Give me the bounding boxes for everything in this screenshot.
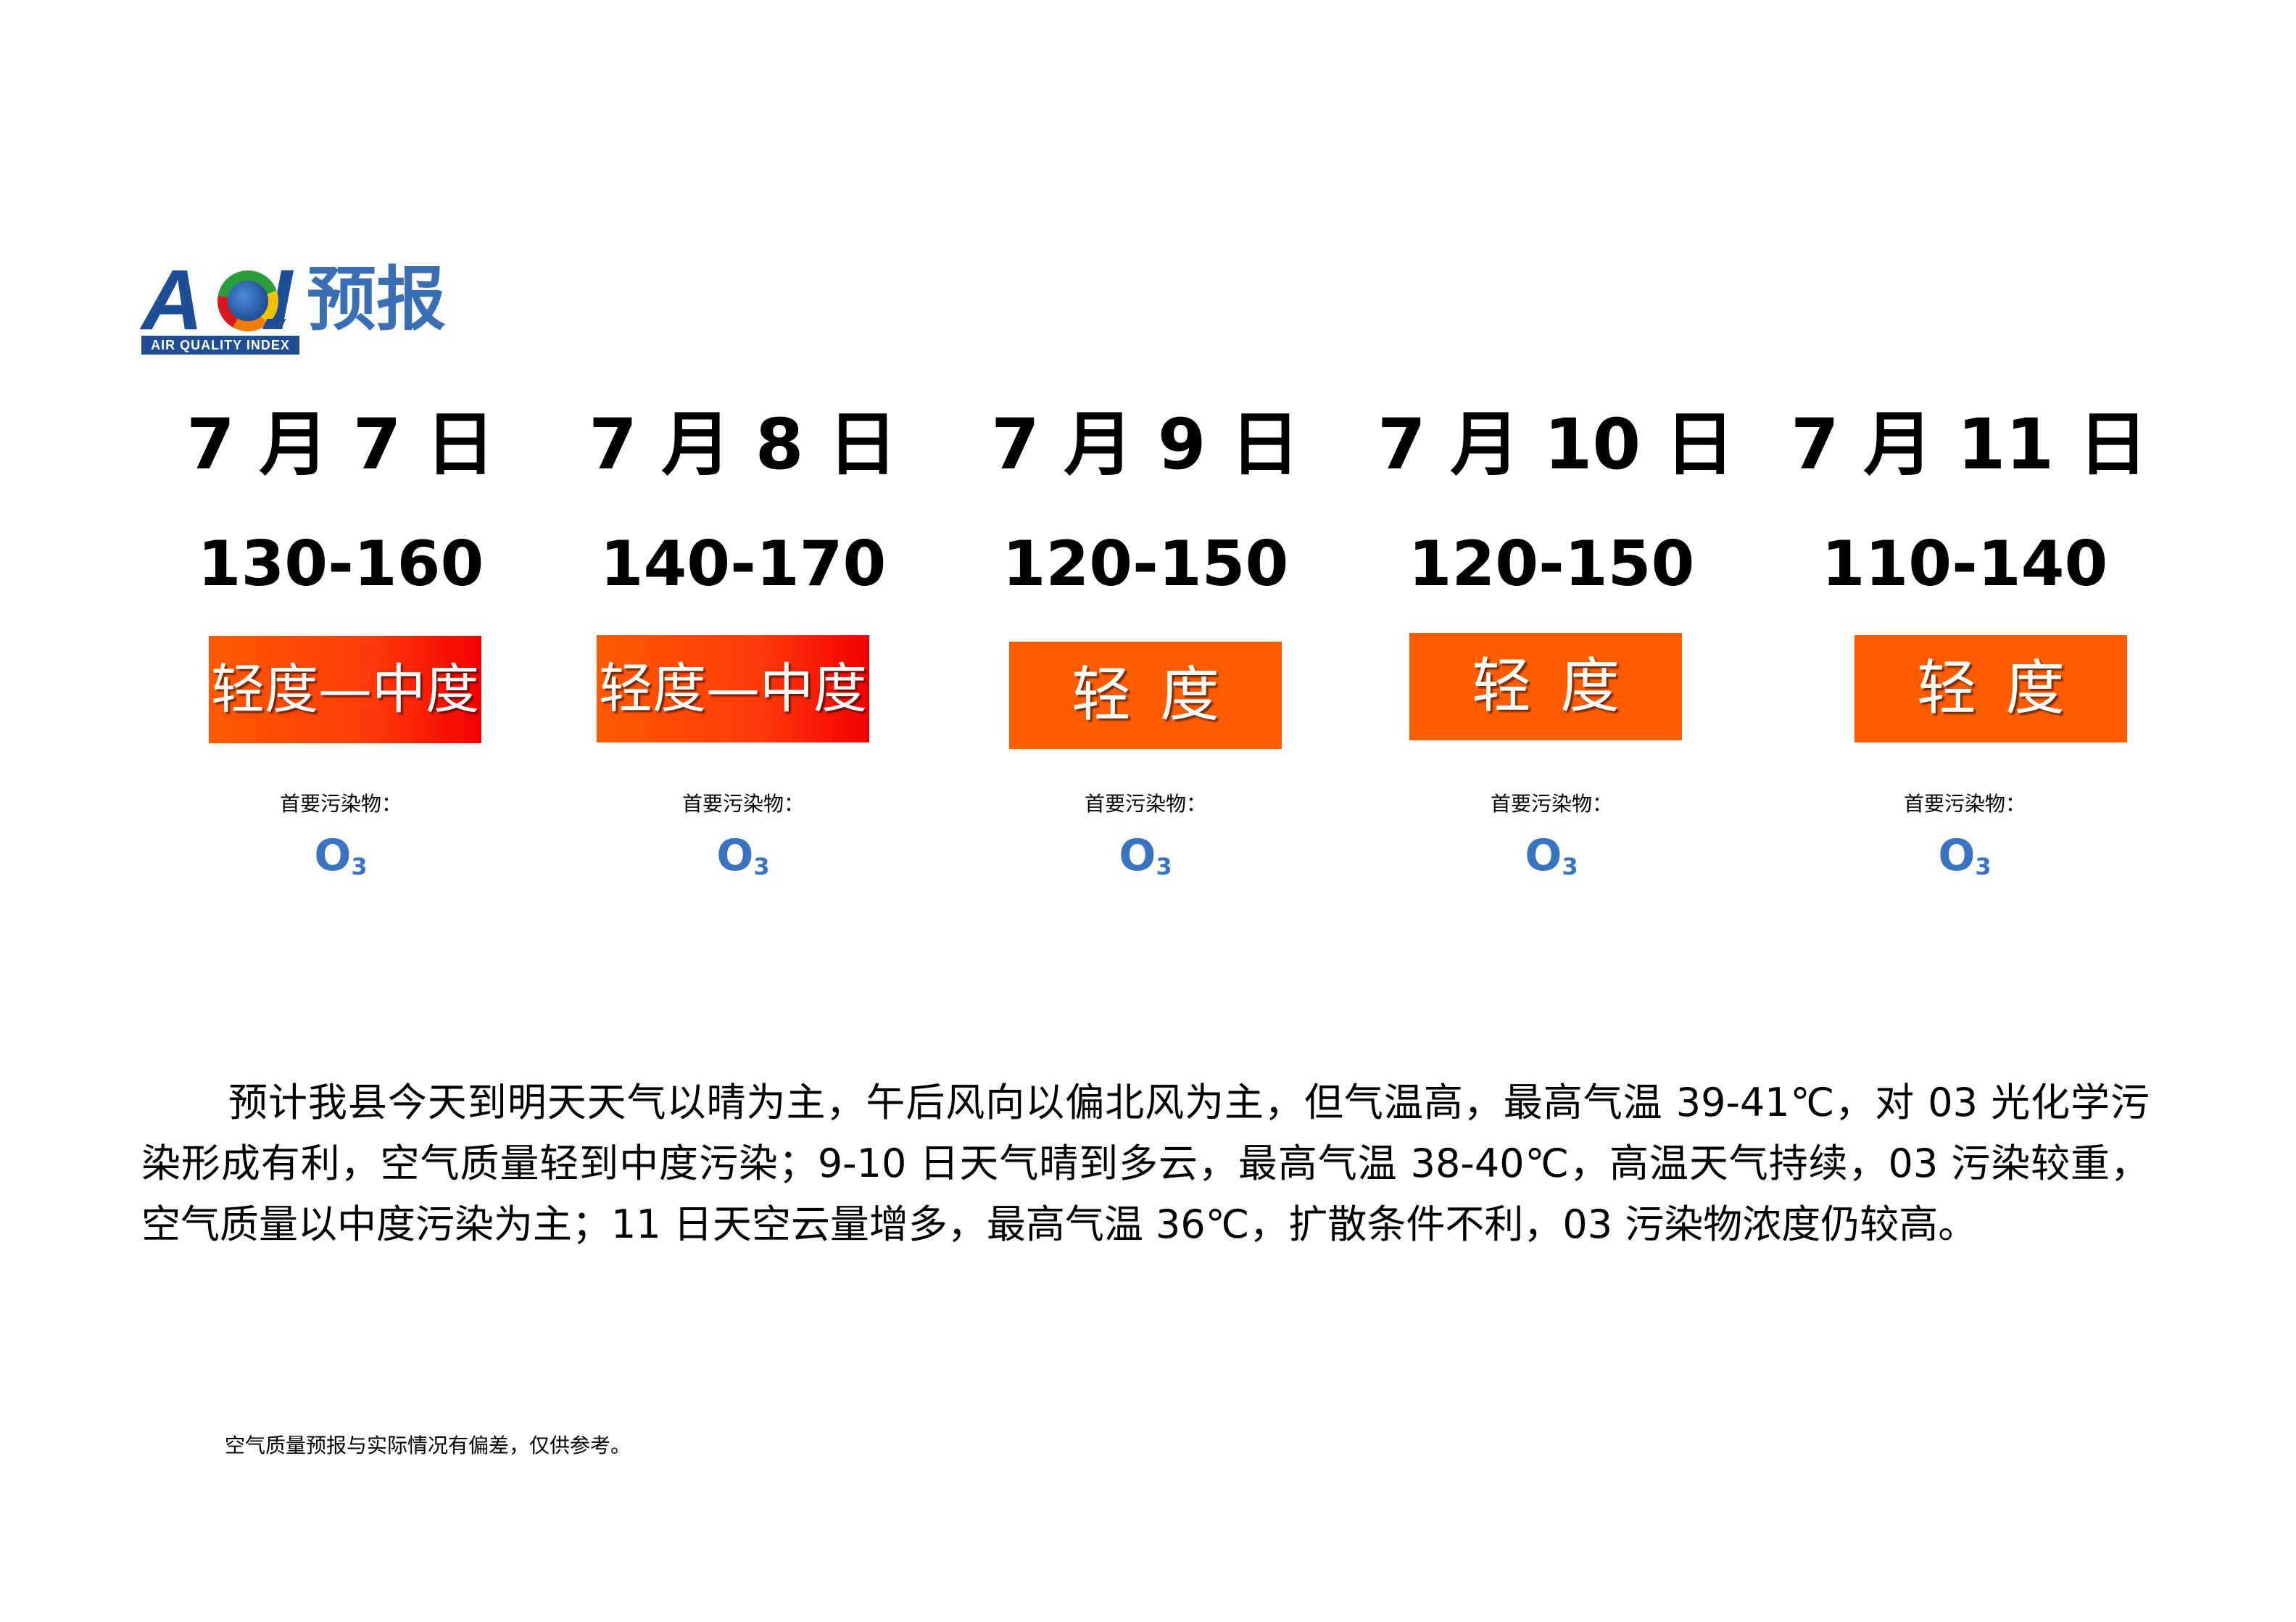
forecast-day-4: 7 月 10 日 120-150 轻度 首要污染物： O3 (1377, 404, 1735, 903)
forecast-day-1: 7 月 7 日 130-160 轻度—中度 首要污染物： O3 (167, 410, 515, 903)
forecast-date: 7 月 11 日 (1791, 404, 2148, 485)
pollutant-subscript: 3 (1975, 853, 1992, 880)
pollutant-symbol: O (1525, 830, 1562, 881)
aqi-level-badge: 轻度—中度 (209, 636, 481, 743)
forecast-date: 7 月 10 日 (1377, 404, 1735, 485)
aqi-level-badge: 轻度 (1409, 633, 1682, 740)
forecast-day-5: 7 月 11 日 110-140 轻度 首要污染物： O3 (1791, 404, 2148, 903)
pollutant-symbol: O (1938, 830, 1976, 881)
primary-pollutant: O3 (1791, 834, 2139, 878)
aqi-range: 140-170 (600, 528, 887, 600)
forecast-day-2: 7 月 8 日 140-170 轻度—中度 首要污染物： O3 (569, 410, 917, 903)
forecast-date: 7 月 8 日 (589, 404, 898, 485)
aqi-logo: AQI AIR QUALITY INDEX 预报 (141, 257, 591, 359)
aqi-range: 120-150 (1408, 528, 1695, 600)
aqi-level-badge: 轻度 (1009, 642, 1282, 749)
primary-pollutant-label: 首要污染物： (1903, 792, 2026, 816)
primary-pollutant-label: 首要污染物： (279, 792, 402, 816)
pollutant-subscript: 3 (753, 853, 770, 880)
pollutant-symbol: O (716, 830, 754, 881)
primary-pollutant: O3 (1377, 834, 1725, 878)
primary-pollutant: O3 (167, 834, 515, 878)
disclaimer: 空气质量预报与实际情况有偏差，仅供参考。 (225, 1433, 631, 1457)
pollutant-subscript: 3 (351, 853, 368, 880)
page-title: 预报 (307, 259, 446, 340)
aqi-level-badge: 轻度 (1854, 635, 2127, 742)
primary-pollutant-label: 首要污染物： (681, 792, 804, 816)
aqi-level-badge: 轻度—中度 (597, 635, 869, 742)
forecast-date: 7 月 9 日 (991, 404, 1300, 485)
primary-pollutant-label: 首要污染物： (1084, 792, 1206, 816)
pollutant-symbol: O (314, 830, 352, 881)
pollutant-symbol: O (1119, 830, 1156, 881)
aqi-range: 110-140 (1821, 528, 2108, 600)
forecast-date: 7 月 7 日 (186, 404, 495, 485)
primary-pollutant: O3 (971, 834, 1319, 878)
pollutant-subscript: 3 (1156, 853, 1172, 880)
aqi-range: 120-150 (1002, 528, 1289, 600)
primary-pollutant: O3 (569, 834, 917, 878)
aqi-range: 130-160 (197, 528, 484, 600)
pollutant-subscript: 3 (1562, 853, 1578, 880)
primary-pollutant-label: 首要污染物： (1490, 792, 1612, 816)
forecast-summary: 预计我县今天到明天天气以晴为主，午后风向以偏北风为主，但气温高，最高气温 39-… (141, 1080, 2150, 1247)
logo-subtitle: AIR QUALITY INDEX (141, 336, 299, 355)
forecast-day-3: 7 月 9 日 120-150 轻度 首要污染物： O3 (971, 410, 1319, 903)
